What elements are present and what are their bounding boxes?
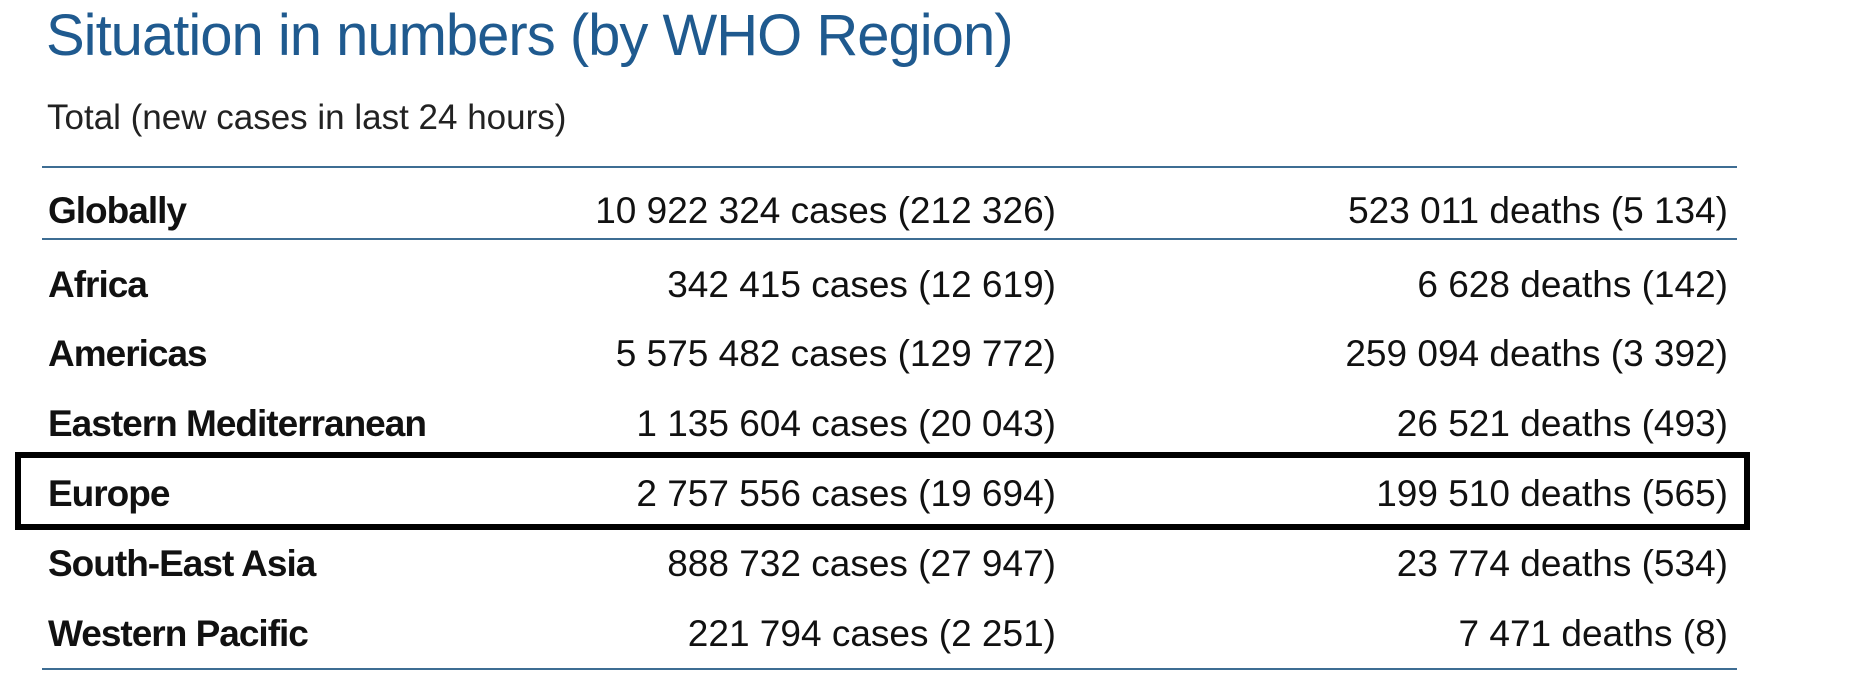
deaths-value: 199 510 deaths (565) — [1376, 473, 1728, 514]
region-name: Eastern Mediterranean — [48, 403, 427, 444]
table-mid-rule — [42, 238, 1737, 240]
region-name: Europe — [48, 473, 170, 514]
table-row-globally: Globally 10 922 324 cases (212 326) 523 … — [48, 186, 1728, 236]
europe-highlight-box — [15, 452, 1750, 530]
region-name: Globally — [48, 190, 187, 231]
table-row-south-east-asia: South-East Asia 888 732 cases (27 947) 2… — [48, 539, 1728, 589]
table-row-western-pacific: Western Pacific 221 794 cases (2 251) 7 … — [48, 609, 1728, 659]
table-bottom-rule — [42, 668, 1737, 670]
table-row-africa: Africa 342 415 cases (12 619) 6 628 deat… — [48, 260, 1728, 310]
table-subtitle: Total (new cases in last 24 hours) — [47, 98, 567, 137]
deaths-value: 7 471 deaths (8) — [1458, 613, 1728, 654]
table-row-americas: Americas 5 575 482 cases (129 772) 259 0… — [48, 329, 1728, 379]
region-name: Americas — [48, 333, 208, 374]
deaths-value: 23 774 deaths (534) — [1396, 543, 1728, 584]
deaths-value: 6 628 deaths (142) — [1417, 264, 1728, 305]
deaths-value: 259 094 deaths (3 392) — [1345, 333, 1728, 374]
cases-value: 10 922 324 cases (212 326) — [595, 190, 1056, 231]
table-row-eastern-mediterranean: Eastern Mediterranean 1 135 604 cases (2… — [48, 399, 1728, 449]
region-name: Africa — [48, 264, 148, 305]
deaths-value: 26 521 deaths (493) — [1396, 403, 1728, 444]
region-name: Western Pacific — [48, 613, 309, 654]
cases-value: 888 732 cases (27 947) — [667, 543, 1056, 584]
cases-value: 5 575 482 cases (129 772) — [615, 333, 1056, 374]
deaths-value: 523 011 deaths (5 134) — [1348, 190, 1728, 231]
page-title: Situation in numbers (by WHO Region) — [46, 3, 1014, 68]
cases-value: 2 757 556 cases (19 694) — [636, 473, 1056, 514]
cases-value: 1 135 604 cases (20 043) — [636, 403, 1056, 444]
table-row-europe: Europe 2 757 556 cases (19 694) 199 510 … — [48, 469, 1728, 519]
cases-value: 221 794 cases (2 251) — [687, 613, 1056, 654]
table-top-rule — [42, 166, 1737, 168]
cases-value: 342 415 cases (12 619) — [667, 264, 1056, 305]
region-name: South-East Asia — [48, 543, 316, 584]
